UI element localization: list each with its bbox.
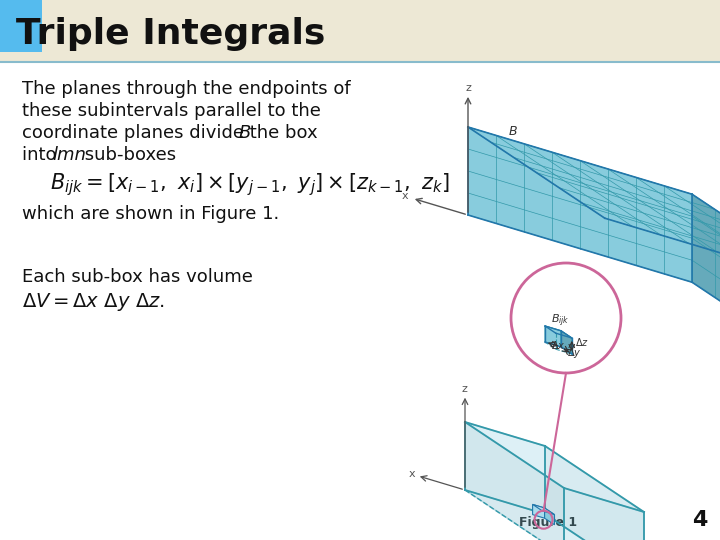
Text: which are shown in Figure 1.: which are shown in Figure 1. — [22, 205, 279, 223]
Polygon shape — [692, 194, 720, 373]
Text: $\Delta y$: $\Delta y$ — [567, 346, 582, 360]
Text: x: x — [409, 469, 415, 478]
Text: $\Delta V = \Delta x\ \Delta y\ \Delta z.$: $\Delta V = \Delta x\ \Delta y\ \Delta z… — [22, 291, 165, 313]
Text: 4: 4 — [693, 510, 708, 530]
Text: $B_{ijk}$: $B_{ijk}$ — [551, 313, 570, 329]
Polygon shape — [545, 326, 561, 347]
Circle shape — [511, 263, 621, 373]
Text: $\Delta x$: $\Delta x$ — [551, 340, 565, 352]
Polygon shape — [561, 331, 572, 354]
Polygon shape — [465, 422, 564, 540]
Text: lmn: lmn — [52, 146, 86, 164]
Text: coordinate planes divide the box: coordinate planes divide the box — [22, 124, 323, 142]
Text: Each sub-box has volume: Each sub-box has volume — [22, 268, 253, 286]
Polygon shape — [468, 127, 720, 286]
Polygon shape — [465, 422, 545, 514]
Text: z: z — [466, 83, 472, 93]
Polygon shape — [468, 127, 692, 282]
Text: Figure 1: Figure 1 — [519, 516, 577, 529]
Polygon shape — [544, 508, 554, 525]
Polygon shape — [465, 422, 644, 512]
Polygon shape — [564, 488, 644, 540]
Bar — [0, 0, 42, 52]
Bar — [0, 0, 720, 62]
Text: Triple Integrals: Triple Integrals — [16, 17, 325, 51]
Polygon shape — [533, 504, 554, 515]
Text: B: B — [239, 124, 251, 142]
Text: B: B — [508, 125, 517, 138]
Polygon shape — [465, 490, 644, 540]
Text: $\Delta z$: $\Delta z$ — [575, 336, 589, 348]
Polygon shape — [533, 504, 544, 518]
Text: $B_{ijk}$$= [x_{i-1},\ x_i] \times [y_{j-1},\ y_j] \times [z_{k-1},\ z_k]$: $B_{ijk}$$= [x_{i-1},\ x_i] \times [y_{j… — [50, 172, 450, 198]
Text: sub-boxes: sub-boxes — [79, 146, 176, 164]
Text: into: into — [22, 146, 62, 164]
Text: these subintervals parallel to the: these subintervals parallel to the — [22, 102, 321, 120]
Text: z: z — [462, 384, 468, 394]
Polygon shape — [545, 326, 572, 338]
Polygon shape — [545, 446, 644, 540]
Text: x: x — [402, 191, 409, 201]
Text: The planes through the endpoints of: The planes through the endpoints of — [22, 80, 351, 98]
